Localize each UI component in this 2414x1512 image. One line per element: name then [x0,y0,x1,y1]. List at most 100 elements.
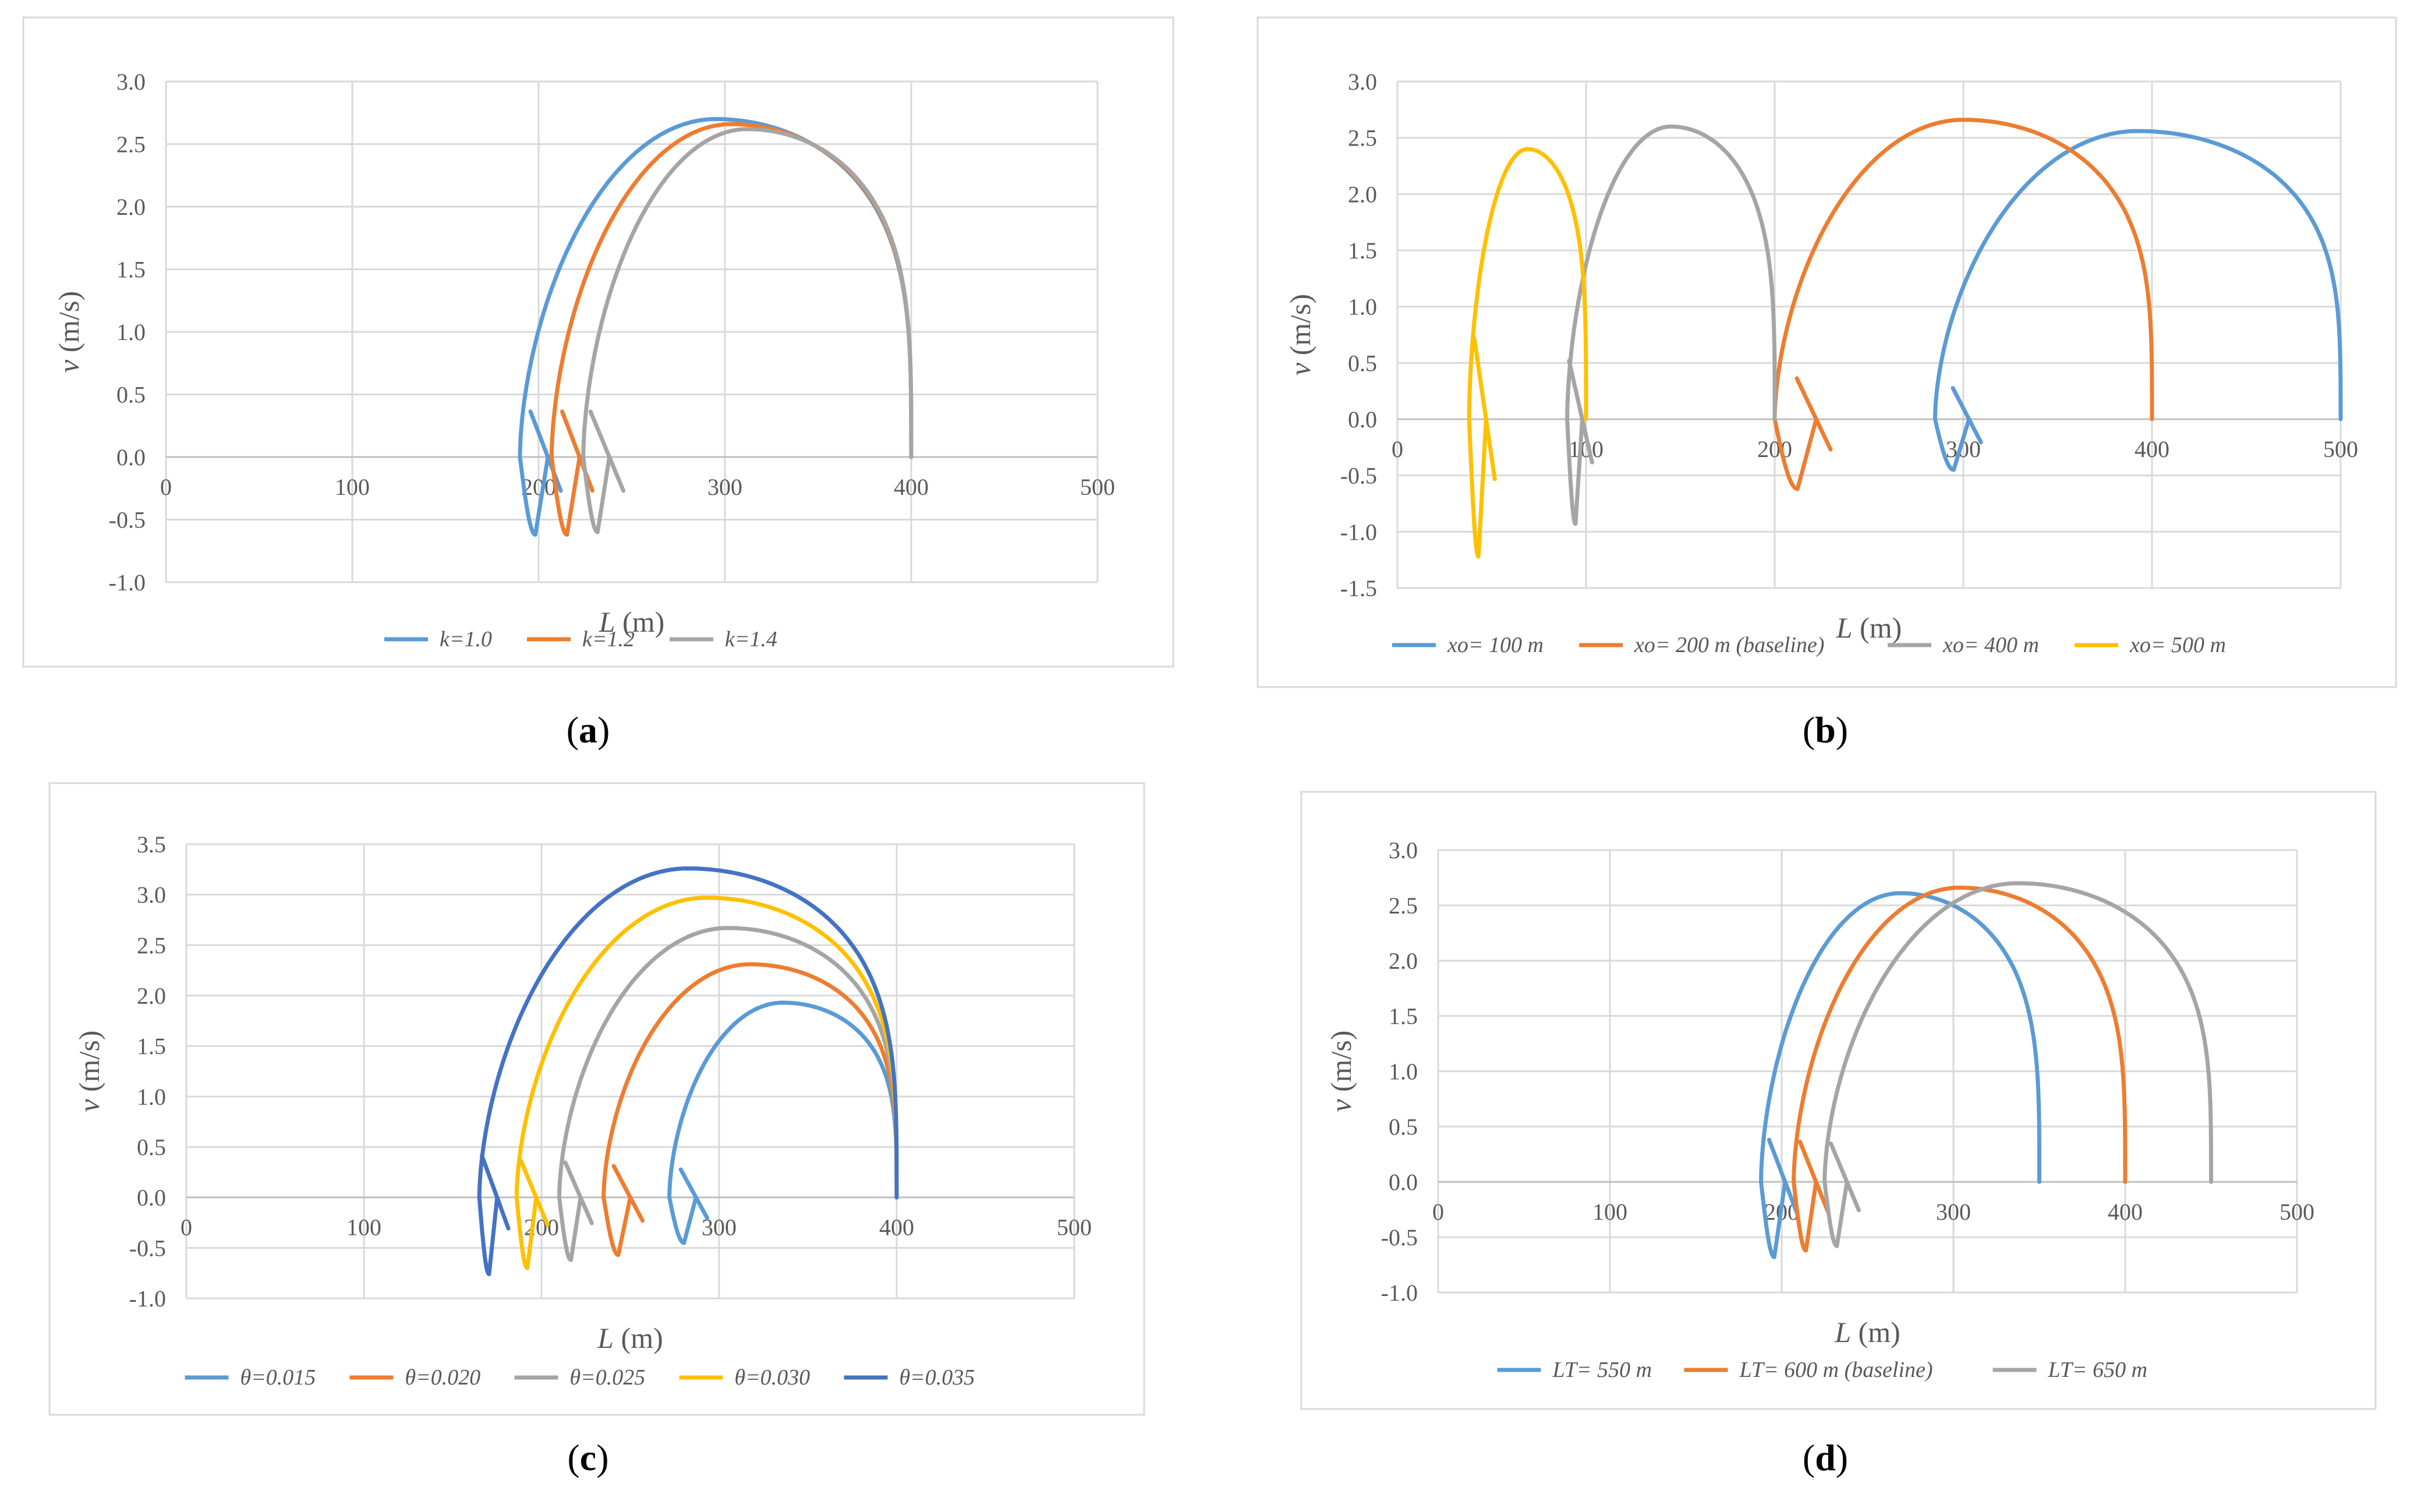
panel-label: (c) [567,1437,608,1478]
y-axis-title: v (m/s) [52,291,85,373]
x-tick-label: 500 [1080,474,1115,500]
legend-label: xo= 400 m [1942,633,2039,657]
series-line-5 [477,866,899,1276]
y-tick-label: 2.0 [1389,948,1418,974]
series-line-3 [1565,124,1777,526]
y-tick-label: 2.5 [1348,125,1377,151]
x-axis-title: L (m) [597,1322,663,1354]
x-tick-label: 0 [1432,1199,1444,1225]
y-tick-label: -1.0 [109,569,146,596]
y-axis-unit: (m/s) [1284,294,1316,363]
y-tick-label: 3.0 [1389,837,1418,863]
x-tick-label: 100 [346,1214,381,1241]
series-line-3 [581,127,914,534]
x-tick-label: 0 [160,474,172,500]
legend-label: xo= 100 m [1447,633,1544,657]
y-tick-label: -0.5 [109,507,146,533]
y-axis-unit: (m/s) [52,291,85,360]
y-tick-label: 0.0 [1389,1169,1418,1195]
panel-frame [48,782,1145,1416]
x-tick-label: 300 [1936,1199,1971,1225]
legend-label: k=1.2 [582,627,635,651]
y-tick-label: 0.0 [1348,406,1377,433]
y-tick-label: 0.0 [116,444,146,470]
series-line-1 [518,117,914,537]
chart-panel-c: 0 100 200 300 400 500-1.0-0.50.00.51.01.52.02… [48,782,1145,1478]
y-tick-label: 0.5 [137,1134,166,1160]
y-tick-label: 1.5 [137,1033,166,1060]
y-tick-label: 2.0 [137,983,166,1009]
x-tick-label: 100 [335,474,370,500]
y-tick-label: 1.5 [1389,1003,1418,1029]
panel-label-letter: a [579,709,597,750]
legend-label: LT= 550 m [1552,1358,1652,1382]
panel-label-close: ) [597,709,610,750]
y-tick-label: 3.0 [137,882,166,908]
x-tick-label: 400 [2135,436,2169,462]
y-tick-label: 2.5 [137,932,166,958]
legend-label: θ=0.015 [240,1365,316,1390]
y-tick-label: -1.0 [1381,1280,1418,1306]
y-tick-label: 2.0 [1348,181,1377,207]
x-tick-label: 500 [1057,1214,1092,1241]
legend-label: LT= 600 m (baseline) [1739,1358,1933,1382]
panel-label-close: ) [1836,709,1848,750]
panel-label-open: ( [567,1437,579,1478]
y-tick-label: 3.5 [137,831,166,858]
y-axis-variable: v [1284,362,1316,376]
x-axis-unit: (m) [615,605,665,638]
x-tick-label: 300 [707,474,742,500]
y-tick-label: -1.5 [1340,575,1377,601]
y-tick-label: -0.5 [129,1235,166,1261]
x-axis-title: L (m) [1836,611,1902,644]
panel-label-open: ( [1803,709,1815,750]
x-tick-label: 100 [1592,1199,1627,1225]
y-axis-title: v (m/s) [1325,1031,1357,1112]
y-tick-label: -0.5 [1381,1224,1418,1251]
panel-label-open: ( [1803,1437,1815,1478]
chart-panel-d: 0 100 200 300 400 500-1.0-0.50.00.51.01.52.02… [1300,791,2377,1478]
series-line-1 [667,1000,899,1245]
legend-label: θ=0.030 [735,1365,810,1390]
legend: k=1.0 k=1.2 k=1.4 [384,627,777,651]
y-tick-label: 0.5 [1348,350,1377,376]
y-axis-variable: v [1325,1099,1357,1112]
y-axis-title: v (m/s) [1284,294,1316,376]
x-tick-label: 0 [1392,436,1403,462]
panel-label: (d) [1803,1437,1848,1478]
y-tick-label: 1.0 [137,1083,166,1110]
y-tick-label: 1.0 [116,319,146,345]
panel-label-letter: d [1815,1437,1836,1478]
x-tick-label: 0 [180,1214,192,1241]
panel-frame [1256,16,2397,688]
legend-label: θ=0.025 [570,1365,646,1390]
x-axis-title: L (m) [1834,1316,1900,1348]
x-axis-variable: L [599,605,615,638]
chart-panel-b: 0 100 200 300 400 500-1.5-1.0-0.50.00.51.01.5… [1256,16,2397,750]
y-tick-label: 3.0 [1348,69,1377,95]
panel-frame [1300,791,2377,1410]
y-axis-title: v (m/s) [73,1031,105,1112]
y-tick-label: 2.5 [1389,893,1418,919]
panel-label-close: ) [596,1437,608,1478]
x-axis-variable: L [1834,1316,1851,1348]
y-axis-variable: v [73,1099,105,1112]
y-tick-label: 0.5 [116,382,146,408]
legend-label: θ=0.035 [900,1365,975,1390]
y-axis-unit: (m/s) [73,1031,105,1099]
legend: LT= 550 m LT= 600 m (baseline) LT= 650 m [1497,1358,2147,1382]
series-line-2 [1772,118,2154,491]
panel-label-open: ( [567,709,579,750]
x-tick-label: 200 [524,1214,559,1241]
y-tick-label: 1.5 [116,257,146,283]
y-tick-label: 0.0 [137,1185,166,1211]
y-tick-label: 1.0 [1348,294,1377,320]
y-tick-label: 3.0 [116,69,146,95]
panel-label: (b) [1803,709,1848,750]
series-line-2 [549,122,914,537]
series-line-3 [557,926,899,1262]
x-axis-variable: L [597,1322,614,1354]
panel-label-letter: b [1815,709,1836,750]
x-axis-unit: (m) [1853,611,1902,644]
y-tick-label: 2.0 [116,194,146,220]
